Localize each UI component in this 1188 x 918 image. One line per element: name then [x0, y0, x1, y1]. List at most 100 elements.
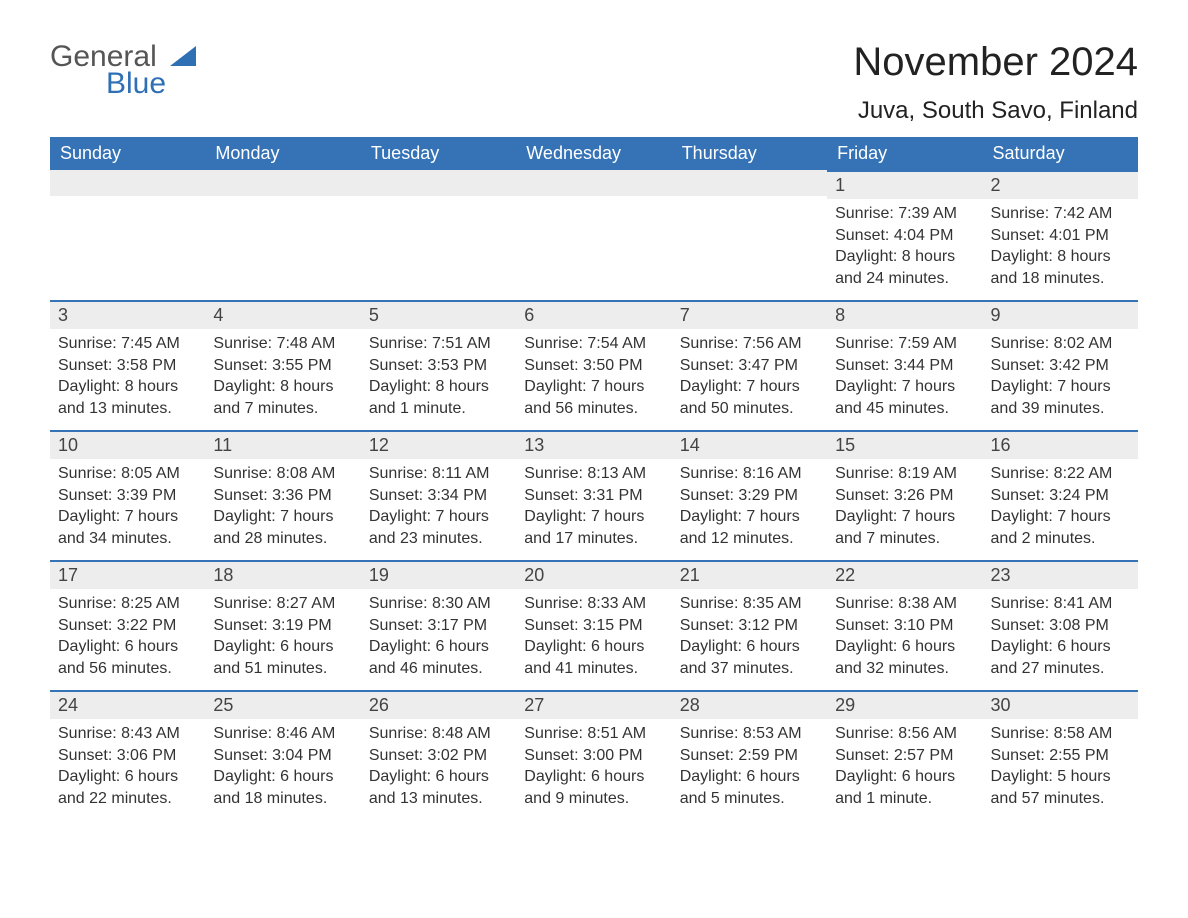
sunrise-text: Sunrise: 7:56 AM: [680, 333, 819, 355]
sunset-text: Sunset: 3:44 PM: [835, 355, 974, 377]
day-body: Sunrise: 8:48 AMSunset: 3:02 PMDaylight:…: [361, 719, 516, 817]
daylight-text-1: Daylight: 6 hours: [369, 636, 508, 658]
sunset-text: Sunset: 2:55 PM: [991, 745, 1130, 767]
day-number: 12: [361, 430, 516, 459]
daylight-text-2: and 5 minutes.: [680, 788, 819, 810]
sunrise-text: Sunrise: 8:16 AM: [680, 463, 819, 485]
daylight-text-2: and 37 minutes.: [680, 658, 819, 680]
daylight-text-1: Daylight: 7 hours: [680, 506, 819, 528]
daylight-text-2: and 17 minutes.: [524, 528, 663, 550]
day-body: Sunrise: 8:25 AMSunset: 3:22 PMDaylight:…: [50, 589, 205, 687]
daylight-text-1: Daylight: 6 hours: [58, 766, 197, 788]
sunrise-text: Sunrise: 7:42 AM: [991, 203, 1130, 225]
daylight-text-2: and 51 minutes.: [213, 658, 352, 680]
daylight-text-1: Daylight: 7 hours: [680, 376, 819, 398]
sunrise-text: Sunrise: 7:51 AM: [369, 333, 508, 355]
daylight-text-2: and 24 minutes.: [835, 268, 974, 290]
day-number: 6: [516, 300, 671, 329]
day-body: Sunrise: 8:13 AMSunset: 3:31 PMDaylight:…: [516, 459, 671, 557]
daylight-text-2: and 2 minutes.: [991, 528, 1130, 550]
daylight-text-1: Daylight: 8 hours: [369, 376, 508, 398]
day-body: Sunrise: 8:53 AMSunset: 2:59 PMDaylight:…: [672, 719, 827, 817]
daylight-text-2: and 9 minutes.: [524, 788, 663, 810]
sunrise-text: Sunrise: 7:45 AM: [58, 333, 197, 355]
daylight-text-1: Daylight: 6 hours: [524, 636, 663, 658]
calendar-day-cell: [205, 170, 360, 300]
sunset-text: Sunset: 3:02 PM: [369, 745, 508, 767]
sunrise-text: Sunrise: 8:43 AM: [58, 723, 197, 745]
calendar-day-cell: 29Sunrise: 8:56 AMSunset: 2:57 PMDayligh…: [827, 690, 982, 820]
day-body: Sunrise: 7:59 AMSunset: 3:44 PMDaylight:…: [827, 329, 982, 427]
sunset-text: Sunset: 3:36 PM: [213, 485, 352, 507]
sunrise-text: Sunrise: 8:41 AM: [991, 593, 1130, 615]
weekday-header: Sunday: [50, 137, 205, 170]
day-body: Sunrise: 8:43 AMSunset: 3:06 PMDaylight:…: [50, 719, 205, 817]
day-body: Sunrise: 8:11 AMSunset: 3:34 PMDaylight:…: [361, 459, 516, 557]
empty-day-bar: [205, 170, 360, 196]
daylight-text-2: and 18 minutes.: [991, 268, 1130, 290]
day-number: 20: [516, 560, 671, 589]
day-body: Sunrise: 8:27 AMSunset: 3:19 PMDaylight:…: [205, 589, 360, 687]
calendar-day-cell: 1Sunrise: 7:39 AMSunset: 4:04 PMDaylight…: [827, 170, 982, 300]
sunset-text: Sunset: 3:42 PM: [991, 355, 1130, 377]
daylight-text-2: and 12 minutes.: [680, 528, 819, 550]
sunrise-text: Sunrise: 8:48 AM: [369, 723, 508, 745]
daylight-text-1: Daylight: 7 hours: [524, 376, 663, 398]
sunset-text: Sunset: 3:06 PM: [58, 745, 197, 767]
calendar-day-cell: 16Sunrise: 8:22 AMSunset: 3:24 PMDayligh…: [983, 430, 1138, 560]
empty-day-bar: [50, 170, 205, 196]
daylight-text-2: and 34 minutes.: [58, 528, 197, 550]
sunset-text: Sunset: 4:01 PM: [991, 225, 1130, 247]
day-number: 4: [205, 300, 360, 329]
sunrise-text: Sunrise: 8:27 AM: [213, 593, 352, 615]
sunset-text: Sunset: 3:34 PM: [369, 485, 508, 507]
sunrise-text: Sunrise: 8:19 AM: [835, 463, 974, 485]
daylight-text-1: Daylight: 7 hours: [991, 506, 1130, 528]
day-body: Sunrise: 8:58 AMSunset: 2:55 PMDaylight:…: [983, 719, 1138, 817]
calendar-week-row: 17Sunrise: 8:25 AMSunset: 3:22 PMDayligh…: [50, 560, 1138, 690]
day-number: 30: [983, 690, 1138, 719]
daylight-text-2: and 41 minutes.: [524, 658, 663, 680]
daylight-text-2: and 22 minutes.: [58, 788, 197, 810]
daylight-text-2: and 32 minutes.: [835, 658, 974, 680]
sunrise-text: Sunrise: 7:54 AM: [524, 333, 663, 355]
calendar-day-cell: 15Sunrise: 8:19 AMSunset: 3:26 PMDayligh…: [827, 430, 982, 560]
daylight-text-2: and 7 minutes.: [835, 528, 974, 550]
daylight-text-1: Daylight: 7 hours: [524, 506, 663, 528]
sunrise-text: Sunrise: 7:59 AM: [835, 333, 974, 355]
day-number: 2: [983, 170, 1138, 199]
sunrise-text: Sunrise: 8:56 AM: [835, 723, 974, 745]
day-body: Sunrise: 7:42 AMSunset: 4:01 PMDaylight:…: [983, 199, 1138, 297]
day-number: 11: [205, 430, 360, 459]
day-number: 26: [361, 690, 516, 719]
day-body: Sunrise: 8:08 AMSunset: 3:36 PMDaylight:…: [205, 459, 360, 557]
sunrise-text: Sunrise: 8:25 AM: [58, 593, 197, 615]
day-number: 5: [361, 300, 516, 329]
calendar-day-cell: 7Sunrise: 7:56 AMSunset: 3:47 PMDaylight…: [672, 300, 827, 430]
sunrise-text: Sunrise: 8:30 AM: [369, 593, 508, 615]
sunset-text: Sunset: 3:22 PM: [58, 615, 197, 637]
empty-day-bar: [672, 170, 827, 196]
header: General Blue November 2024 Juva, South S…: [50, 40, 1138, 125]
logo: General Blue: [50, 40, 196, 100]
daylight-text-1: Daylight: 6 hours: [835, 636, 974, 658]
day-number: 1: [827, 170, 982, 199]
day-number: 16: [983, 430, 1138, 459]
daylight-text-1: Daylight: 8 hours: [58, 376, 197, 398]
day-body: Sunrise: 8:16 AMSunset: 3:29 PMDaylight:…: [672, 459, 827, 557]
calendar-day-cell: 21Sunrise: 8:35 AMSunset: 3:12 PMDayligh…: [672, 560, 827, 690]
daylight-text-1: Daylight: 6 hours: [991, 636, 1130, 658]
day-number: 8: [827, 300, 982, 329]
calendar-day-cell: 12Sunrise: 8:11 AMSunset: 3:34 PMDayligh…: [361, 430, 516, 560]
daylight-text-2: and 23 minutes.: [369, 528, 508, 550]
daylight-text-2: and 57 minutes.: [991, 788, 1130, 810]
daylight-text-1: Daylight: 6 hours: [680, 766, 819, 788]
day-number: 21: [672, 560, 827, 589]
day-number: 19: [361, 560, 516, 589]
day-body: Sunrise: 7:48 AMSunset: 3:55 PMDaylight:…: [205, 329, 360, 427]
empty-day-bar: [361, 170, 516, 196]
calendar-day-cell: 2Sunrise: 7:42 AMSunset: 4:01 PMDaylight…: [983, 170, 1138, 300]
calendar-day-cell: 28Sunrise: 8:53 AMSunset: 2:59 PMDayligh…: [672, 690, 827, 820]
daylight-text-1: Daylight: 6 hours: [524, 766, 663, 788]
calendar-week-row: 24Sunrise: 8:43 AMSunset: 3:06 PMDayligh…: [50, 690, 1138, 820]
